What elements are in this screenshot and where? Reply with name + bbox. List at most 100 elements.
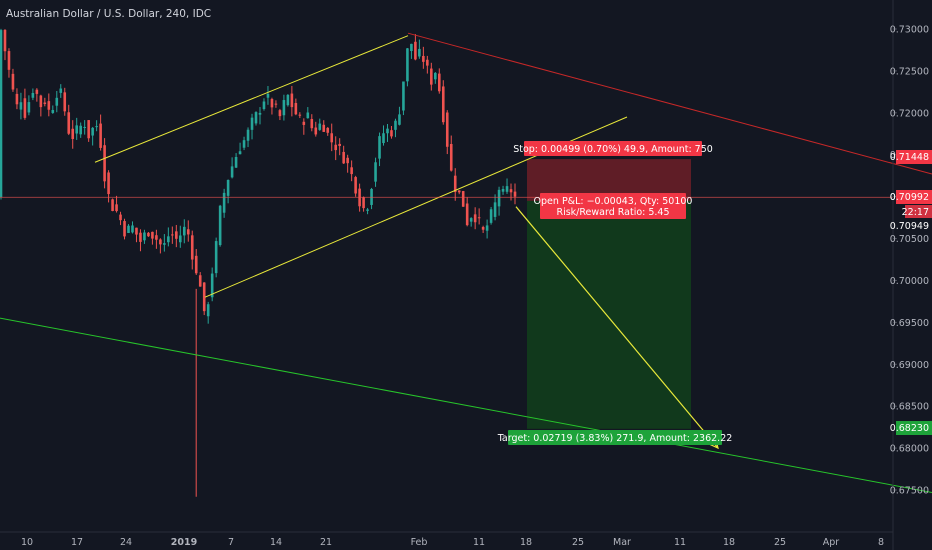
candle	[445, 110, 449, 155]
bar-timer-text: 22:17	[902, 207, 929, 218]
candle	[382, 125, 385, 146]
candle	[414, 34, 417, 61]
candle	[131, 221, 134, 234]
candle	[179, 225, 182, 248]
price-tick-label: 0.68000	[890, 444, 929, 455]
projection-arrow[interactable]	[515, 206, 719, 449]
candle	[27, 95, 31, 116]
candle	[67, 104, 71, 136]
time-tick-label: 11	[674, 537, 686, 548]
candle	[31, 88, 35, 101]
time-tick-label: 25	[774, 537, 786, 548]
candle	[266, 86, 270, 105]
candle	[505, 178, 509, 194]
candle	[51, 105, 55, 114]
candle	[19, 92, 23, 120]
candle	[47, 93, 51, 117]
pnl-label[interactable]: Open P&L: −0.00043, Qty: 50100 Risk/Rewa…	[534, 193, 693, 219]
candle	[469, 217, 473, 227]
candle	[151, 231, 154, 245]
candle	[310, 114, 314, 132]
target-price-badge: 0.68230	[890, 421, 932, 435]
candle	[398, 106, 401, 126]
price-tick-label: 0.67500	[890, 486, 929, 497]
candle	[294, 98, 298, 116]
candle	[99, 114, 102, 151]
time-axis[interactable]: 10 17 24 2019 7 14 21 Feb 11 18 25 Mar 11 18 25 Apr 8	[21, 537, 884, 548]
candlestick-series	[0, 28, 517, 497]
position-zones	[527, 159, 691, 429]
candle	[453, 168, 457, 201]
candle	[115, 195, 118, 213]
candle	[59, 84, 63, 98]
candle	[422, 46, 425, 69]
candle	[123, 218, 126, 240]
time-tick-label: 7	[228, 537, 234, 548]
channel-upper-line[interactable]	[94, 35, 409, 163]
candle	[302, 118, 306, 135]
time-tick-label: 18	[520, 537, 532, 548]
candle	[39, 94, 43, 117]
target-price-text: 0.68230	[890, 423, 929, 434]
take-profit-zone[interactable]	[527, 200, 691, 429]
time-tick-label: 18	[723, 537, 735, 548]
candle	[378, 132, 381, 167]
candle	[190, 230, 194, 270]
candle	[111, 198, 114, 212]
stop-label-text: Stop: 0.00499 (0.70%) 49.9, Amount: 750	[513, 144, 713, 155]
stop-price-badge: 0.71448	[890, 150, 932, 164]
candle	[83, 120, 86, 135]
candle	[79, 122, 82, 138]
candle	[430, 62, 433, 91]
stop-price-text: 0.71448	[890, 152, 929, 163]
candle	[334, 136, 337, 161]
time-tick-label: 24	[120, 537, 132, 548]
candle	[477, 208, 481, 225]
candle	[218, 204, 222, 247]
candle	[15, 88, 19, 110]
candle	[198, 272, 202, 287]
candle	[262, 98, 266, 111]
candle	[493, 194, 497, 221]
candle	[441, 80, 445, 125]
candle	[326, 127, 330, 136]
candle	[242, 136, 246, 151]
price-tick-label: 0.73000	[890, 25, 929, 36]
stop-label[interactable]: Stop: 0.00499 (0.70%) 49.9, Amount: 750	[513, 141, 713, 156]
target-label[interactable]: Target: 0.02719 (3.83%) 271.9, Amount: 2…	[497, 430, 733, 445]
candle	[103, 138, 106, 189]
candle	[167, 227, 170, 247]
candle	[449, 135, 453, 172]
candle	[95, 120, 98, 132]
candle	[147, 231, 150, 237]
candle	[426, 55, 429, 74]
candle	[226, 179, 230, 204]
candle	[318, 118, 322, 131]
candle	[322, 120, 326, 132]
candle	[222, 188, 226, 218]
candle	[186, 220, 190, 242]
candle	[286, 94, 290, 107]
candle	[390, 125, 393, 139]
candle	[254, 111, 258, 126]
descending-resistance-line[interactable]	[407, 32, 932, 175]
time-tick-label: 11	[473, 537, 485, 548]
candle	[366, 207, 369, 215]
candle	[282, 94, 286, 121]
candle	[465, 197, 469, 227]
candle	[362, 196, 365, 212]
candle	[214, 237, 218, 278]
entry-price-badge: 0.70949	[890, 219, 932, 233]
candle	[434, 72, 437, 84]
candle	[354, 175, 357, 197]
candle	[298, 112, 302, 119]
candle	[55, 90, 59, 113]
time-tick-label: 25	[572, 537, 584, 548]
long-term-support-line[interactable]	[0, 317, 932, 494]
candle	[278, 108, 282, 121]
position-labels: Stop: 0.00499 (0.70%) 49.9, Amount: 750 …	[497, 141, 733, 445]
candle	[206, 301, 210, 324]
candle	[119, 211, 122, 226]
